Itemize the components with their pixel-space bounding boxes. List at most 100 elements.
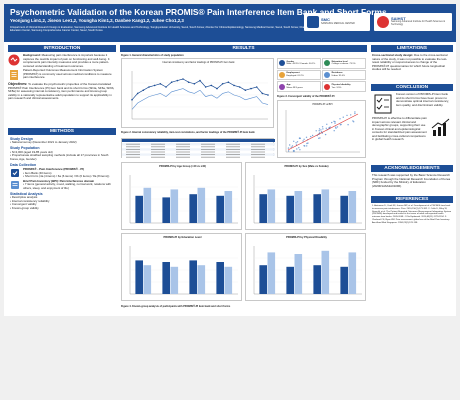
fig1-point xyxy=(227,81,230,83)
references-text: 1. Amtmann D, Cook KF, Jensen MP, et al.… xyxy=(372,205,452,224)
fig2-cell xyxy=(226,156,240,158)
smc-logo-name: SMC xyxy=(321,17,330,23)
fig4-bar xyxy=(135,260,143,294)
fig3-point xyxy=(306,142,308,145)
fig2-cell xyxy=(251,156,265,158)
fig2-cell xyxy=(126,151,140,153)
study-population-item: • Proportionate stratified sampling meth… xyxy=(10,153,109,161)
fig3-point xyxy=(334,122,336,124)
fig4-bar xyxy=(259,194,267,223)
fig4-panel: PROMIS-PI by Physical Disability xyxy=(245,233,366,301)
data-collection-title: Data Collection xyxy=(10,162,37,167)
fig4-bar xyxy=(216,195,224,223)
fig2-cell xyxy=(151,149,165,150)
objectives-text: To evaluate the psychometric properties … xyxy=(8,82,115,100)
fig4-bar xyxy=(135,195,143,223)
fig2-cell xyxy=(176,146,190,148)
fig1-point xyxy=(199,79,201,82)
fig3-point xyxy=(296,148,298,150)
fig4-panel-title: PROMIS-PI by Education Level xyxy=(163,236,202,239)
fig3-point xyxy=(295,142,297,144)
dc-item1-point: • Short form (4a (4 items) / 6a (6 items… xyxy=(23,174,110,179)
fig2-cell xyxy=(176,154,190,155)
introduction-heading: INTRODUCTION xyxy=(8,45,116,52)
fig2-cell xyxy=(201,156,215,158)
limitations-text: Due to the cross-sectional nature of the… xyxy=(372,53,448,71)
stat-box-label: Education level xyxy=(331,60,348,63)
fig3-point xyxy=(336,126,339,128)
fig1-point xyxy=(204,86,207,88)
fig1-point xyxy=(244,89,247,91)
limitations-heading: LIMITATIONS xyxy=(371,45,453,52)
fig2-cell xyxy=(126,143,140,145)
fig2-cell xyxy=(151,151,165,153)
fig2-cell xyxy=(226,151,240,153)
fig3-point xyxy=(303,138,305,140)
fig2-cell xyxy=(251,151,265,153)
references-heading: REFERENCES xyxy=(371,196,453,203)
fig4-panel: PROMIS-PI by Education Level xyxy=(121,233,242,301)
fig2-row xyxy=(122,156,275,159)
conclusion-text-1: Korean version of PROMIS-PI item bank an… xyxy=(396,92,449,107)
fig2-cell xyxy=(126,156,140,158)
fig3-point xyxy=(318,128,321,130)
fig3-caption: Figure 3. Convergent validity of the PRO… xyxy=(277,95,335,98)
fig2-cell xyxy=(201,146,215,148)
fig2-cell xyxy=(176,143,190,145)
fig1-series-line-2 xyxy=(131,88,269,110)
fig4-panel: PROMIS-PI by Age Group (<40 vs ≥40) xyxy=(121,162,242,230)
fig3-point xyxy=(335,127,337,129)
fig4-bar xyxy=(286,195,294,223)
study-design-title: Study Design xyxy=(10,137,33,141)
fig1-point xyxy=(136,92,139,95)
fig3-point xyxy=(291,145,294,147)
fig2-cell xyxy=(201,149,215,150)
fig1-point xyxy=(238,86,241,88)
fig2-table xyxy=(121,138,275,159)
age-icon xyxy=(279,83,285,90)
objectives-label: Objectives: xyxy=(8,82,28,86)
graduation-icon xyxy=(324,60,331,67)
fig4-bar xyxy=(143,187,152,223)
fig2-cell xyxy=(176,149,190,150)
poster-authors: Yeonjung Lim1,2, Jiseon Lee1,2, Youngha … xyxy=(10,18,184,23)
fig4-bar xyxy=(162,197,170,223)
fig2-cell xyxy=(176,151,190,153)
fig3-point xyxy=(305,136,308,138)
fig4-bar xyxy=(340,266,348,294)
stat-box-value: Mean 48.9 years xyxy=(286,86,303,89)
fig3-point xyxy=(354,112,356,115)
statistical-item: • Internal consistency reliability xyxy=(10,198,50,203)
pain-icon xyxy=(8,54,20,66)
fig4-bar xyxy=(189,194,197,223)
conclusion-heading: CONCLUSION xyxy=(371,84,453,91)
survey-icon xyxy=(11,169,19,178)
smc-logo-mark xyxy=(307,16,319,28)
statistical-item: • Convergent validity xyxy=(10,202,37,207)
fig4-bar xyxy=(189,260,197,294)
fig3-point xyxy=(320,129,322,131)
fig3-point xyxy=(318,130,320,132)
fig3-point xyxy=(293,140,295,142)
fig2-cell xyxy=(151,146,165,148)
methods-heading: METHODS xyxy=(8,128,116,135)
stat-box-value: Urban: 91.6% xyxy=(331,74,345,77)
fig1-caption: Figure 1. General characteristics of stu… xyxy=(121,54,184,57)
fig3-point xyxy=(352,120,354,122)
fig3-point xyxy=(319,137,321,139)
fig2-cell xyxy=(176,156,190,158)
fig3-point xyxy=(339,124,341,126)
fig4-caption: Figure 4. Known-group analysis of partic… xyxy=(121,305,231,308)
home-icon xyxy=(324,71,331,78)
fig2-row xyxy=(122,150,275,154)
fig1-point xyxy=(255,86,258,88)
fig1-point xyxy=(165,86,167,88)
poster-affiliations: 1Department of Clinical Research Design … xyxy=(10,26,310,33)
fig4-bar xyxy=(348,252,357,294)
stat-box-label: Gender xyxy=(286,60,295,63)
fig3-point xyxy=(321,126,324,128)
background-label: Background: xyxy=(23,53,41,57)
fig3-point xyxy=(354,111,356,113)
fig4-bar xyxy=(170,266,179,294)
fig1-point xyxy=(176,79,179,82)
